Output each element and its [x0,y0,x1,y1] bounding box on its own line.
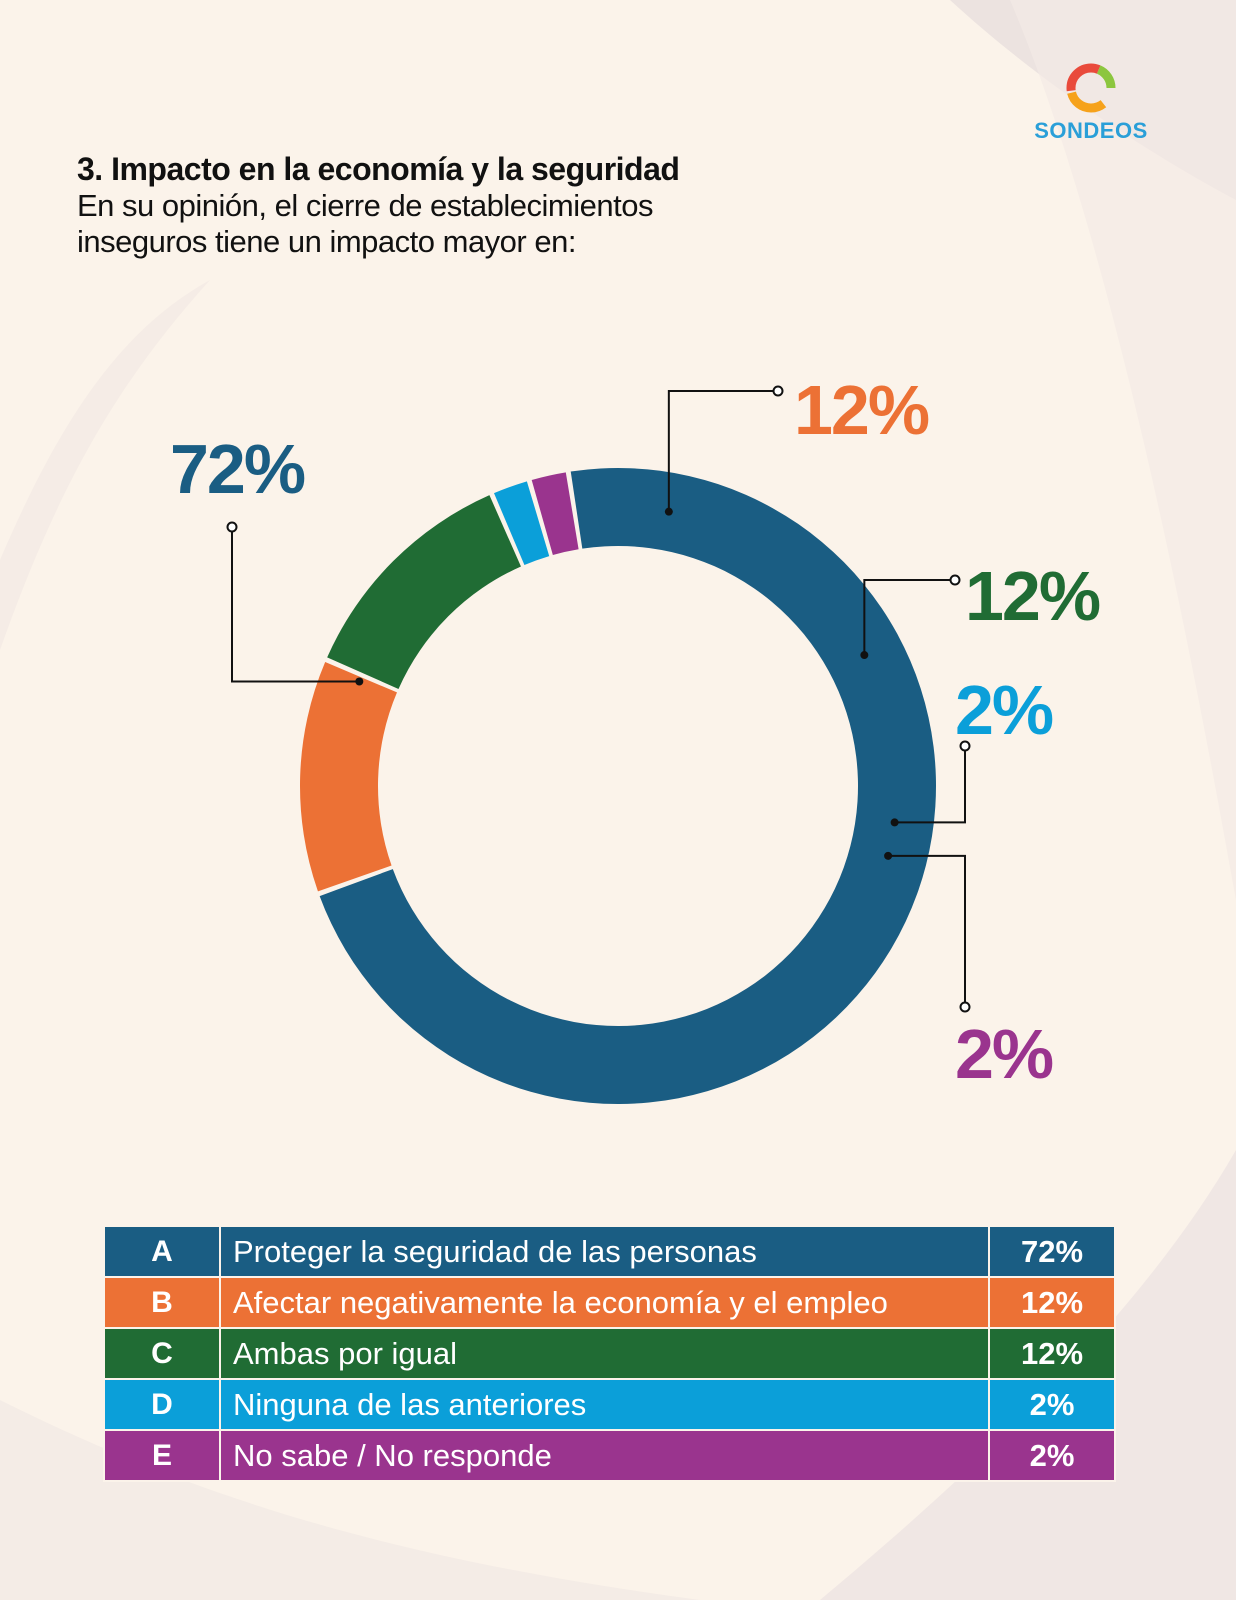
leader-end-dot [959,1001,971,1013]
legend-row: A Proteger la seguridad de las personas 72… [103,1225,1116,1278]
question-header: 3. Impacto en la economía y la seguridad… [77,150,897,260]
leader-line [667,390,778,512]
donut-slice-b [299,662,397,892]
legend-row: B Afectar negativamente la economía y el … [103,1276,1116,1329]
legend-value: 12% [988,1276,1116,1329]
donut-chart: 72% 12% 12% 2% 2% [170,371,1102,1104]
legend-letter: B [103,1276,221,1329]
leader-line [231,527,360,683]
leader-end-dot [772,385,784,397]
leader-line [863,579,955,656]
legend-row: E No sabe / No responde 2% [103,1429,1116,1482]
legend-label: Proteger la seguridad de las personas [219,1225,990,1278]
leader-line [888,854,966,1007]
legend-value: 72% [988,1225,1116,1278]
leader-line [894,746,966,824]
leader-anchor-dot [664,507,673,516]
value-label-e: 2% [955,1015,1053,1093]
legend-row: C Ambas por igual 12% [103,1327,1116,1380]
logo-ring-icon [1066,63,1116,113]
leader-end-dot [949,574,961,586]
callouts: 72% 12% 12% 2% 2% [170,371,1102,1093]
legend-letter: C [103,1327,221,1380]
question-title: 3. Impacto en la economía y la seguridad [77,151,680,187]
legend-label: Ambas por igual [219,1327,990,1380]
legend-letter: D [103,1378,221,1431]
leader-end-dot [959,740,971,752]
donut-slice-e [531,472,579,556]
value-label-c: 12% [965,557,1100,635]
leader-end-dot [226,521,238,533]
value-label-b: 12% [794,371,929,449]
legend-value: 12% [988,1327,1116,1380]
legend-value: 2% [988,1378,1116,1431]
legend-table: A Proteger la seguridad de las personas 72… [103,1225,1116,1482]
donut-slice-c [327,495,521,689]
legend-label: Ninguna de las anteriores [219,1378,990,1431]
leader-anchor-dot [355,677,364,686]
legend-value: 2% [988,1429,1116,1482]
leader-anchor-dot [860,651,869,660]
legend-letter: E [103,1429,221,1482]
value-label-a: 72% [170,430,305,508]
sondeos-logo: SONDEOS [1016,60,1166,144]
legend-label: Afectar negativamente la economía y el e… [219,1276,990,1329]
leader-anchor-dot [890,818,899,827]
question-text: En su opinión, el cierre de establecimie… [77,188,653,259]
legend-label: No sabe / No responde [219,1429,990,1482]
logo-text: SONDEOS [1034,118,1148,143]
donut-slice-d [494,481,550,565]
value-label-d: 2% [955,671,1053,749]
legend-letter: A [103,1225,221,1278]
legend-row: D Ninguna de las anteriores 2% [103,1378,1116,1431]
leader-anchor-dot [884,851,893,860]
